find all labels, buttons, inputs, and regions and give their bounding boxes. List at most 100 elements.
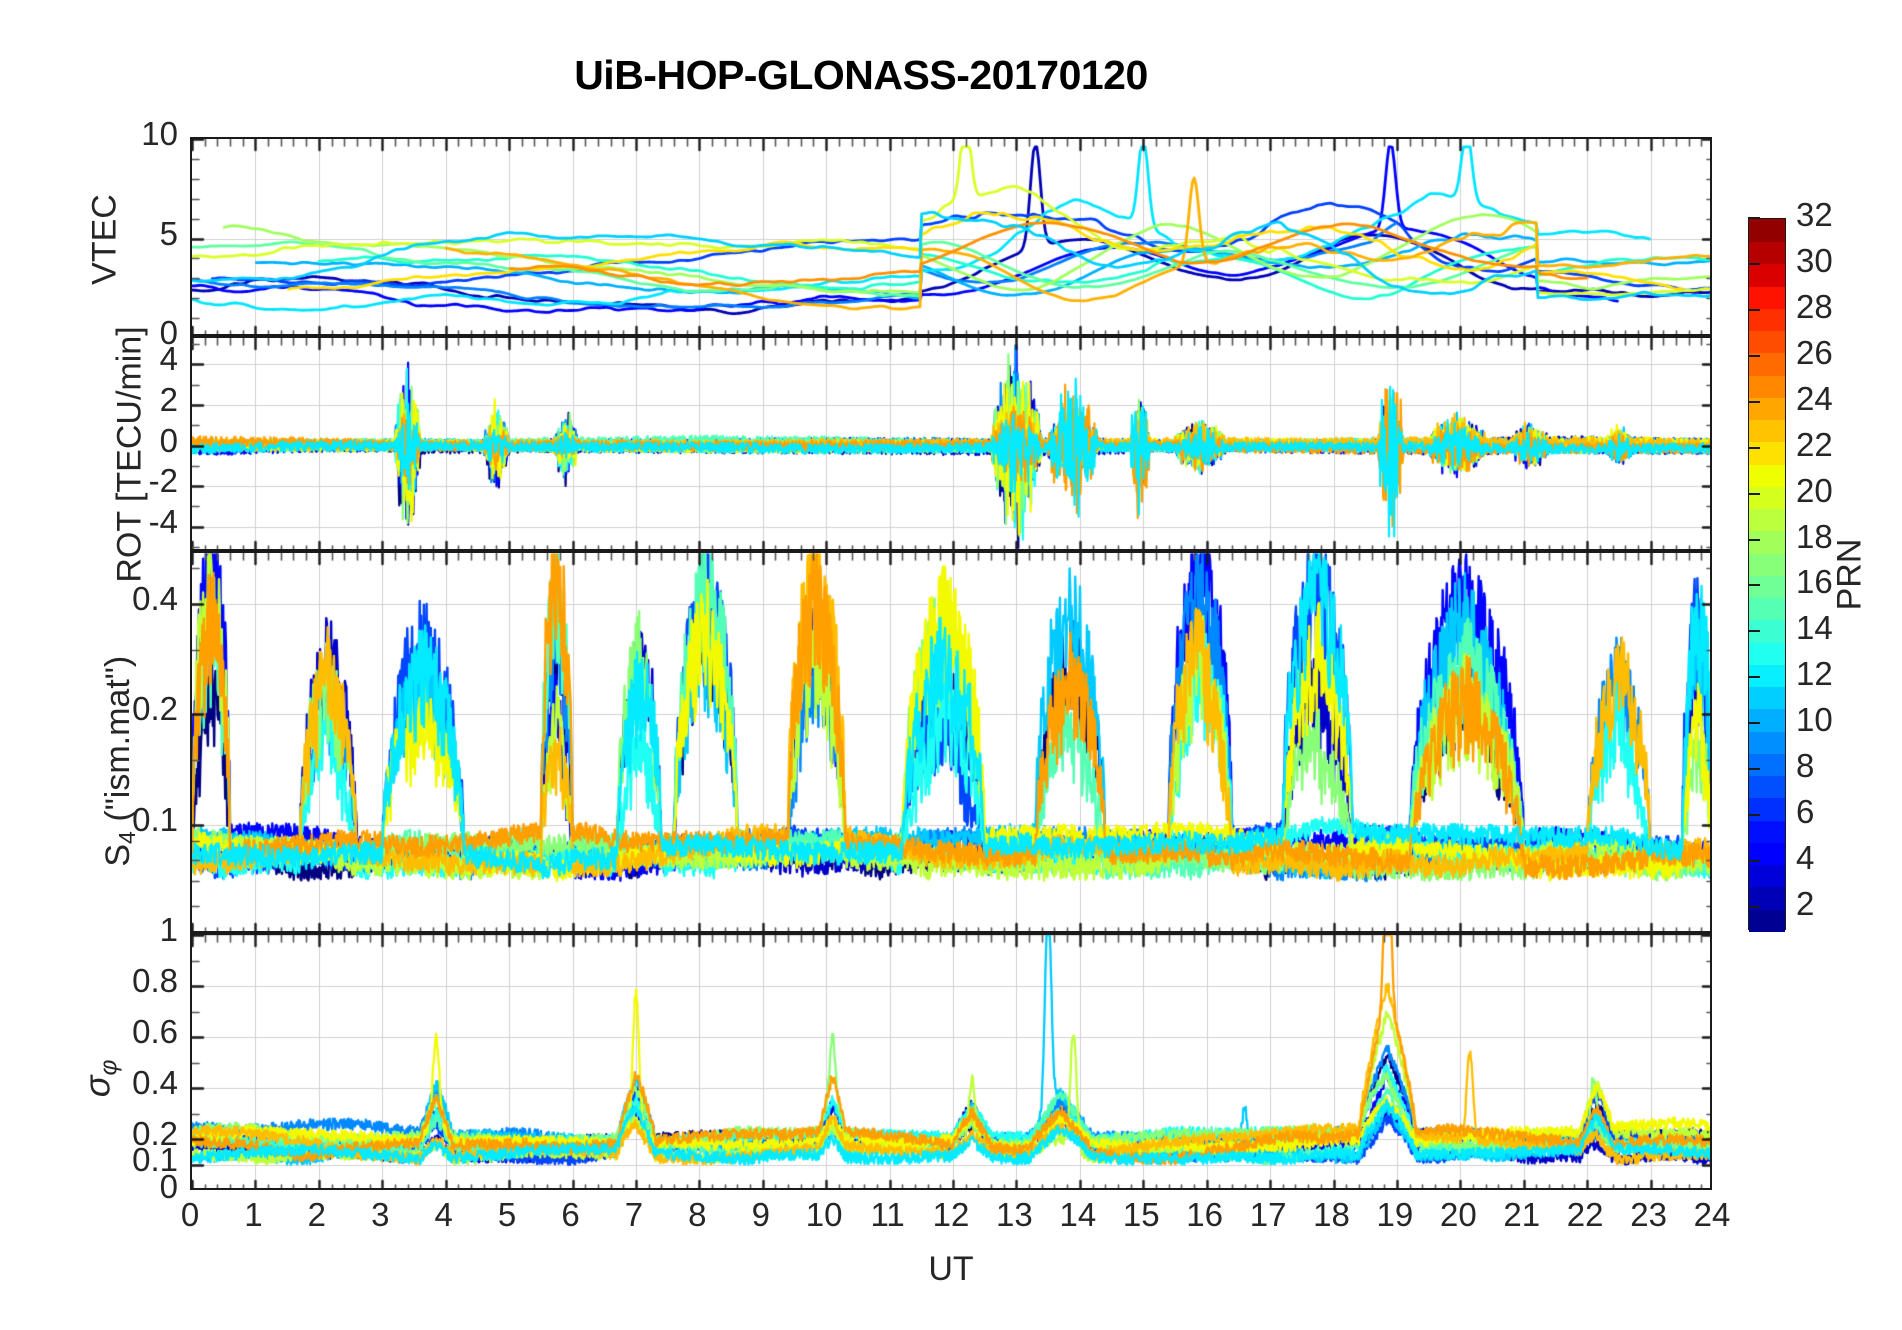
x-tick-label: 18 (1313, 1196, 1350, 1233)
x-tick-label: 4 (434, 1196, 453, 1233)
y-tick-label: 4 (159, 340, 178, 378)
s4-symbol: S (98, 843, 137, 867)
x-tick-label: 9 (751, 1196, 770, 1233)
colorbar-swatch (1749, 330, 1785, 354)
colorbar-tick-mark (1748, 630, 1760, 633)
colorbar-tick-mark (1748, 354, 1760, 357)
colorbar-swatch (1749, 641, 1785, 665)
x-axis-label: UT (928, 1250, 974, 1288)
colorbar-tick-label: 10 (1796, 701, 1833, 739)
colorbar-tick-label: 20 (1796, 471, 1833, 509)
colorbar-swatch (1749, 308, 1785, 332)
x-tick-label: 13 (996, 1196, 1033, 1233)
colorbar-swatch (1749, 352, 1785, 376)
colorbar-tick-mark (1748, 906, 1760, 909)
colorbar-tick-label: 30 (1796, 241, 1833, 279)
colorbar-tick-mark (1748, 400, 1760, 403)
x-tick-label: 23 (1630, 1196, 1667, 1233)
colorbar-swatch (1749, 864, 1785, 888)
x-tick-label: 17 (1249, 1196, 1287, 1233)
colorbar-tick-label: 18 (1796, 517, 1833, 555)
colorbar-tick-label: 22 (1796, 425, 1833, 463)
colorbar-swatch (1749, 619, 1785, 643)
colorbar-swatch (1749, 241, 1785, 265)
colorbar-swatch (1749, 285, 1785, 309)
vtec-plot-canvas (192, 139, 1710, 334)
x-tick-label: 24 (1693, 1196, 1731, 1233)
x-tick-label: 5 (497, 1196, 517, 1233)
colorbar-swatch (1749, 886, 1785, 910)
colorbar-tick-label: 28 (1796, 287, 1833, 325)
y-tick-label: 0.1 (132, 800, 178, 838)
y-tick-label: 0.2 (132, 690, 178, 728)
y-tick-label: 0.2 (132, 1115, 178, 1153)
panel-vtec (190, 137, 1712, 336)
colorbar-swatch (1749, 575, 1785, 599)
colorbar-tick-mark (1748, 538, 1760, 541)
colorbar-tick-label: 4 (1796, 839, 1815, 877)
y-tick-label: 0.1 (132, 1141, 178, 1178)
colorbar-tick-label: 32 (1796, 196, 1833, 233)
y-tick-label: 1 (159, 911, 178, 948)
x-tick-label: 11 (870, 1196, 905, 1233)
colorbar-tick-label: 24 (1796, 379, 1833, 417)
colorbar-tick-mark (1748, 262, 1760, 265)
colorbar-swatch (1749, 374, 1785, 398)
x-tick-label: 21 (1503, 1196, 1541, 1233)
sigma-phi-plot-canvas (192, 935, 1710, 1188)
colorbar-label: PRN (1830, 538, 1869, 611)
x-tick-label: 16 (1186, 1196, 1224, 1233)
x-tick-label: 7 (624, 1196, 644, 1233)
colorbar-swatch (1749, 486, 1785, 510)
colorbar-tick-mark (1748, 860, 1760, 863)
colorbar-swatch (1749, 219, 1785, 243)
colorbar-tick-mark (1748, 492, 1760, 495)
y-tick-label: 0 (159, 314, 178, 351)
colorbar-tick-mark (1748, 446, 1760, 449)
colorbar-swatch (1749, 441, 1785, 465)
colorbar-tick-label: 2 (1796, 885, 1815, 923)
colorbar-tick-mark (1748, 814, 1760, 817)
colorbar-swatch (1749, 664, 1785, 688)
x-tick-label: 6 (561, 1196, 580, 1233)
colorbar-swatch (1749, 842, 1785, 866)
colorbar-tick-label: 26 (1796, 333, 1833, 371)
colorbar-swatch (1749, 263, 1785, 287)
y-tick-label: 0.8 (132, 962, 178, 1000)
colorbar-tick-mark (1748, 308, 1760, 311)
colorbar-tick-label: 12 (1796, 655, 1833, 693)
y-tick-label: 10 (141, 115, 178, 152)
x-tick-label: 22 (1566, 1196, 1604, 1233)
colorbar-swatch (1749, 753, 1785, 777)
y-tick-label: 0 (159, 421, 178, 459)
colorbar-swatch (1749, 775, 1785, 799)
colorbar-tick-label: 16 (1796, 563, 1833, 601)
panel-s4 (190, 551, 1712, 933)
colorbar-swatch (1749, 797, 1785, 821)
colorbar-tick-mark (1748, 768, 1760, 771)
x-tick-label: 19 (1376, 1196, 1414, 1233)
y-tick-label: 5 (159, 214, 178, 252)
colorbar-swatch (1749, 530, 1785, 554)
colorbar-swatch (1749, 552, 1785, 576)
y-tick-label: 0.4 (132, 1064, 178, 1102)
colorbar-swatch (1749, 397, 1785, 421)
colorbar-tick-mark (1748, 722, 1760, 725)
panel-sigma-phi (190, 933, 1712, 1190)
colorbar-swatch (1749, 908, 1785, 932)
x-tick-label: 12 (932, 1196, 970, 1233)
x-tick-label: 1 (244, 1196, 263, 1233)
x-tick-label: 3 (371, 1196, 390, 1233)
colorbar-swatch (1749, 730, 1785, 754)
y-tick-label: 2 (159, 380, 178, 418)
colorbar-tick-mark (1748, 217, 1760, 219)
s4-plot-canvas (192, 553, 1710, 931)
colorbar-swatch (1749, 708, 1785, 732)
colorbar-tick-mark (1748, 676, 1760, 679)
x-tick-label: 10 (805, 1196, 843, 1233)
colorbar-tick-label: 14 (1796, 609, 1833, 647)
x-tick-label: 14 (1059, 1196, 1097, 1233)
y-tick-label: -2 (148, 462, 178, 500)
x-tick-label: 15 (1122, 1196, 1160, 1233)
